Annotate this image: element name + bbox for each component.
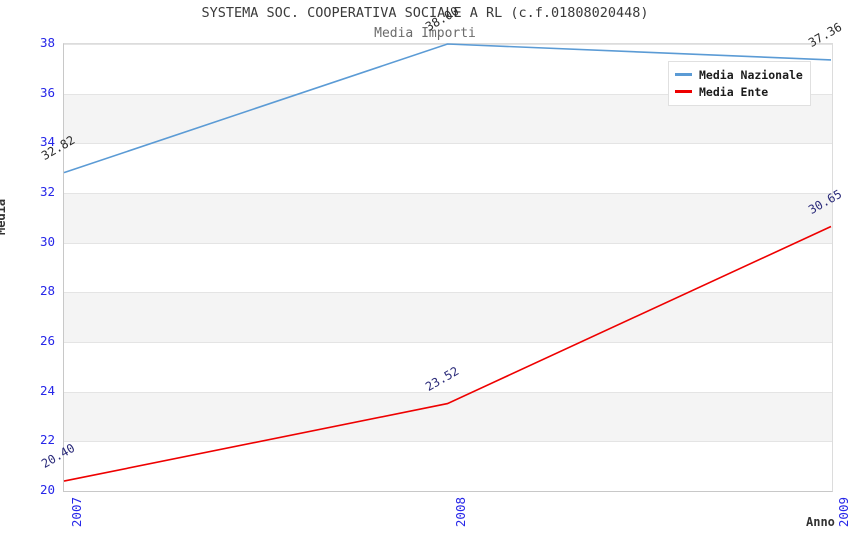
gridline <box>64 193 832 194</box>
x-tick-label: 2007 <box>69 497 84 528</box>
gridline <box>64 93 832 95</box>
y-tick-label: 24 <box>39 382 55 398</box>
chart-legend[interactable]: Media Nazionale Media Ente <box>668 61 811 106</box>
plot-band <box>64 193 832 243</box>
y-tick-label: 22 <box>39 432 55 448</box>
y-tick-label: 28 <box>39 283 55 299</box>
plot-band <box>64 391 832 442</box>
y-tick-label: 26 <box>39 333 55 348</box>
gridline <box>64 391 832 393</box>
legend-item-media-nazionale[interactable]: Media Nazionale <box>675 66 804 83</box>
y-tick-label: 30 <box>39 233 55 249</box>
y-tick-label: 20 <box>39 482 55 497</box>
gridline <box>64 242 832 244</box>
gridline <box>64 143 832 145</box>
y-tick-label: 38 <box>39 35 55 50</box>
legend-label: Media Nazionale <box>699 67 803 82</box>
chart-title: SYSTEMA SOC. COOPERATIVA SOCIALE A RL (c… <box>201 5 649 21</box>
x-axis-title: Anno <box>806 515 835 529</box>
plot-background-bands <box>64 44 832 491</box>
gridline <box>64 342 832 343</box>
series-lines <box>63 43 832 482</box>
series-line <box>63 43 832 174</box>
legend-label: Media Ente <box>699 84 769 99</box>
y-tick-label: 36 <box>39 84 55 100</box>
legend-swatch-icon <box>675 73 692 76</box>
chart-subtitle: Media Importi <box>374 26 476 41</box>
series-line <box>63 225 832 482</box>
y-tick-label: 32 <box>39 184 55 199</box>
x-tick-label: 2009 <box>836 497 850 528</box>
y-tick-label: 34 <box>39 134 55 150</box>
legend-item-media-ente[interactable]: Media Ente <box>675 83 804 100</box>
x-axis-ticks: 2007 2008 2009 <box>63 497 850 547</box>
gridline <box>64 441 832 443</box>
y-axis-ticks: 20 22 24 26 28 30 32 34 36 38 <box>0 35 55 497</box>
x-tick-label: 2008 <box>452 497 468 528</box>
gridline <box>64 292 832 294</box>
plot-area: 32.82 38.00 37.36 20.40 23.52 30.65 <box>39 4 844 492</box>
plot-band <box>64 292 832 342</box>
legend-swatch-icon <box>675 90 692 93</box>
